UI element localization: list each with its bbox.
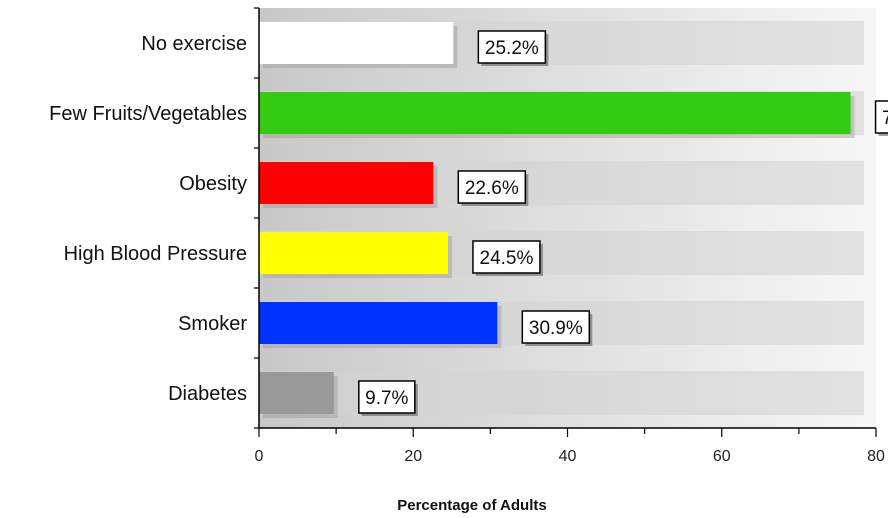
bar [259,232,448,274]
category-label: No exercise [141,33,247,55]
x-axis-title: Percentage of Adults [397,497,546,514]
category-label: Few Fruits/Vegetables [49,103,247,125]
bar [259,302,498,344]
x-tick-label: 60 [713,448,731,465]
data-label: 24.5% [480,248,534,269]
x-tick-label: 20 [404,448,422,465]
data-label-box [521,310,591,344]
data-label-box [874,100,888,134]
data-label-box [457,170,527,204]
data-label: 22.6% [465,178,519,199]
bar [259,162,434,204]
category-label: Smoker [178,313,247,335]
data-label-box [472,240,541,274]
data-label-box [358,380,416,414]
x-tick-label: 80 [867,448,885,465]
category-label: High Blood Pressure [64,243,247,265]
data-label-box [477,30,547,64]
data-label: 76.7% [882,108,888,129]
bar [259,92,851,134]
bar [259,22,454,64]
plot-background [259,8,876,428]
bar [259,372,334,414]
data-label: 25.2% [485,38,539,59]
x-tick-label: 0 [255,448,264,465]
category-label: Diabetes [168,383,247,405]
data-label: 9.7% [365,388,408,409]
category-label: Obesity [179,173,247,195]
data-label: 30.9% [529,318,583,339]
bar-band [259,371,864,415]
x-tick-label: 40 [559,448,577,465]
